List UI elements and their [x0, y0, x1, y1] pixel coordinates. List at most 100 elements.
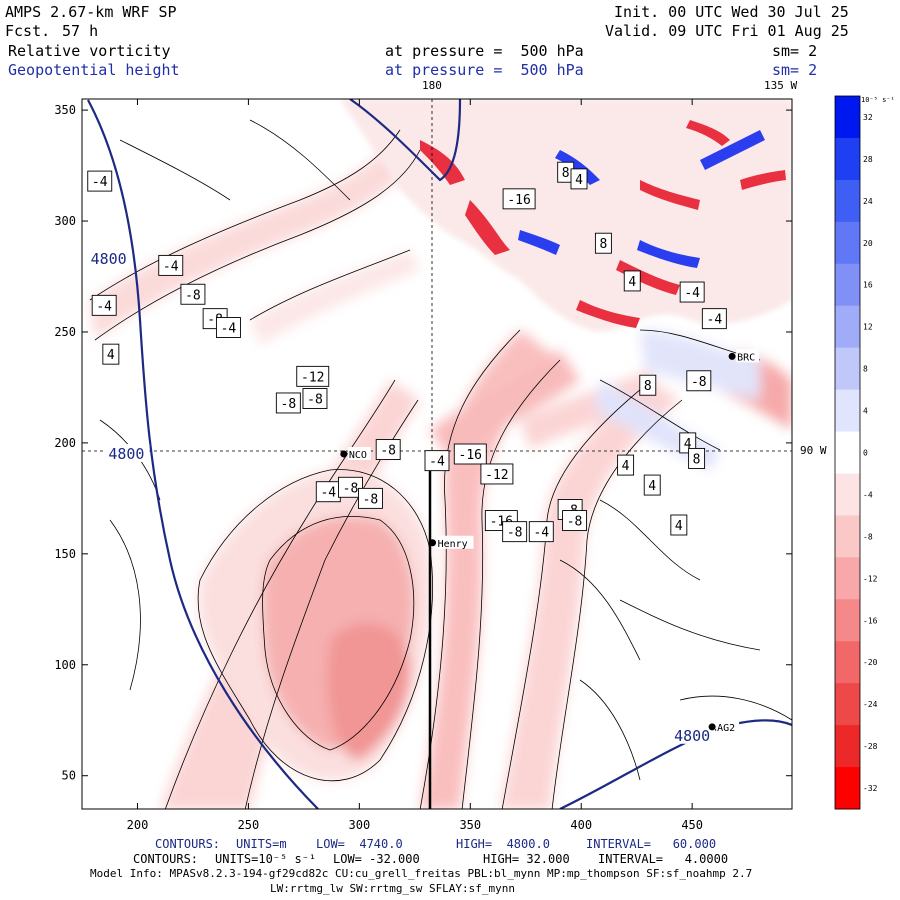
svg-text:-4: -4 — [92, 175, 108, 190]
vorticity-label: -4 — [701, 308, 727, 330]
colorbar-segment — [835, 305, 860, 349]
svg-text:8: 8 — [562, 166, 570, 181]
footer-contours1-label: CONTOURS: — [155, 837, 221, 851]
colorbar-tick-label: 32 — [863, 113, 873, 122]
x-tick-label: 350 — [459, 818, 481, 832]
svg-text:-12: -12 — [301, 370, 324, 385]
colorbar-tick-label: 12 — [863, 323, 873, 332]
terrain-noise — [420, 120, 786, 328]
colorbar-segment — [835, 96, 860, 139]
svg-text:-16: -16 — [507, 193, 530, 208]
vorticity-label: -4 — [315, 481, 341, 503]
colorbar-tick-label: -4 — [863, 490, 873, 499]
vorticity-label: -8 — [275, 392, 301, 414]
y-tick-label: 300 — [54, 214, 76, 228]
vorticity-label: 4 — [102, 343, 120, 365]
footer-contours2-low: LOW= -32.000 — [333, 852, 420, 866]
vorticity-label: -8 — [338, 476, 363, 498]
y-tick-label: 250 — [54, 325, 76, 339]
svg-text:-8: -8 — [185, 288, 201, 303]
y-tick-label: 100 — [54, 658, 76, 672]
colorbar-segment — [835, 557, 860, 600]
svg-text:8: 8 — [693, 452, 701, 467]
vorticity-label: -8 — [562, 510, 588, 532]
svg-text:4: 4 — [622, 459, 630, 474]
colorbar-segment — [835, 347, 860, 391]
footer-contours2-label: CONTOURS: — [133, 852, 199, 866]
vorticity-label: 8 — [688, 447, 706, 469]
plot-frame — [81, 98, 793, 810]
field1-smoothing: sm= 2 — [772, 42, 818, 60]
contour-labels: -4 -4 4 -4 -8 -8 -4 -8 -12 -8 -4 -8 -8 -4 -8 -16 -8 -12 -4… — [85, 161, 727, 745]
init-time: Init. 00 UTC Wed 30 Jul 25 — [614, 3, 849, 21]
vorticity-label: -8 — [180, 283, 206, 305]
colorbar-segment — [835, 431, 860, 474]
svg-text:AG2: AG2 — [717, 723, 735, 734]
footer-contours2-interval: INTERVAL= 4.0000 — [598, 852, 729, 866]
lon-label-135w: 135 W — [764, 79, 798, 92]
svg-text:4: 4 — [107, 348, 115, 363]
footer-contours1-low: LOW= 4740.0 — [316, 837, 403, 851]
svg-text:-12: -12 — [485, 468, 508, 483]
vorticity-label: 4 — [623, 270, 641, 292]
svg-text:-8: -8 — [507, 526, 523, 541]
colorbar-tick-label: 16 — [863, 281, 873, 290]
colorbar-tick-label: 24 — [863, 197, 873, 206]
vorticity-label: -8 — [686, 370, 712, 392]
y-tick-label: 350 — [54, 103, 76, 117]
x-tick-label: 200 — [127, 818, 149, 832]
vorticity-label: -4 — [528, 521, 554, 543]
colorbar-tick-label: 4 — [863, 407, 868, 416]
colorbar-tick-label: -28 — [863, 742, 878, 751]
vorticity-label: -12 — [296, 365, 330, 387]
colorbar-segment — [835, 683, 860, 726]
colorbar-segment — [835, 725, 860, 768]
colorbar-tick-label: 8 — [863, 365, 868, 374]
colorbar-tick-label: -12 — [863, 574, 878, 583]
valid-time: Valid. 09 UTC Fri 01 Aug 25 — [605, 22, 849, 40]
footer-model-info: Model Info: MPASv8.2.3-194-gf29cd82c CU:… — [90, 867, 753, 880]
x-tick-label: 400 — [570, 818, 592, 832]
footer-contours1-interval: INTERVAL= 60.000 — [586, 837, 717, 851]
svg-text:-8: -8 — [363, 492, 379, 507]
svg-text:4: 4 — [675, 519, 683, 534]
colorbar: 32 28 24 20 16 12 8 4 0 -4 -8 -12 -16 -20 -24 -28 -32 10⁻… — [834, 95, 895, 810]
field2-name: Geopotential height — [8, 61, 180, 79]
vorticity-label: 8 — [594, 232, 612, 254]
svg-text:-8: -8 — [281, 397, 297, 412]
svg-text:-4: -4 — [221, 322, 237, 337]
vorticity-label: -4 — [215, 317, 241, 338]
station-nco: NCO — [340, 447, 371, 461]
svg-text:4: 4 — [648, 479, 656, 494]
field1-name: Relative vorticity — [8, 42, 171, 60]
x-tick-label: 300 — [349, 818, 371, 832]
vorticity-label: -4 — [87, 170, 113, 192]
vorticity-label: 4 — [643, 474, 661, 496]
svg-text:-4: -4 — [707, 313, 723, 328]
svg-text:-4: -4 — [533, 526, 549, 541]
svg-text:Henry: Henry — [438, 539, 468, 550]
x-tick-label: 250 — [238, 818, 260, 832]
field1-level: at pressure = 500 hPa — [385, 42, 584, 60]
forecast-hours: 57 h — [62, 22, 99, 40]
footer-contours1-high: HIGH= 4800.0 — [456, 837, 550, 851]
svg-text:-8: -8 — [691, 375, 707, 390]
vorticity-label: -8 — [375, 439, 401, 461]
colorbar-segment — [835, 599, 860, 642]
vorticity-label: 4 — [570, 168, 588, 190]
y-tick-label: 150 — [54, 547, 76, 561]
vorticity-label: -16 — [502, 188, 536, 210]
axes: 200 250 300 350 400 450 50 100 150 200 250 300 350 — [54, 99, 792, 832]
colorbar-tick-label: -20 — [863, 658, 878, 667]
svg-text:-4: -4 — [684, 286, 700, 301]
vorticity-label: -8 — [302, 388, 328, 409]
colorbar-tick-label: 28 — [863, 155, 873, 164]
lon-label-180: 180 — [422, 79, 442, 92]
svg-text:4800: 4800 — [91, 250, 127, 268]
svg-text:8: 8 — [644, 379, 652, 394]
height-label: 4800 — [669, 725, 716, 745]
vorticity-label: 4 — [617, 454, 635, 476]
svg-text:8: 8 — [599, 237, 607, 252]
svg-text:4800: 4800 — [108, 445, 144, 463]
colorbar-tick-label: 0 — [863, 449, 868, 458]
